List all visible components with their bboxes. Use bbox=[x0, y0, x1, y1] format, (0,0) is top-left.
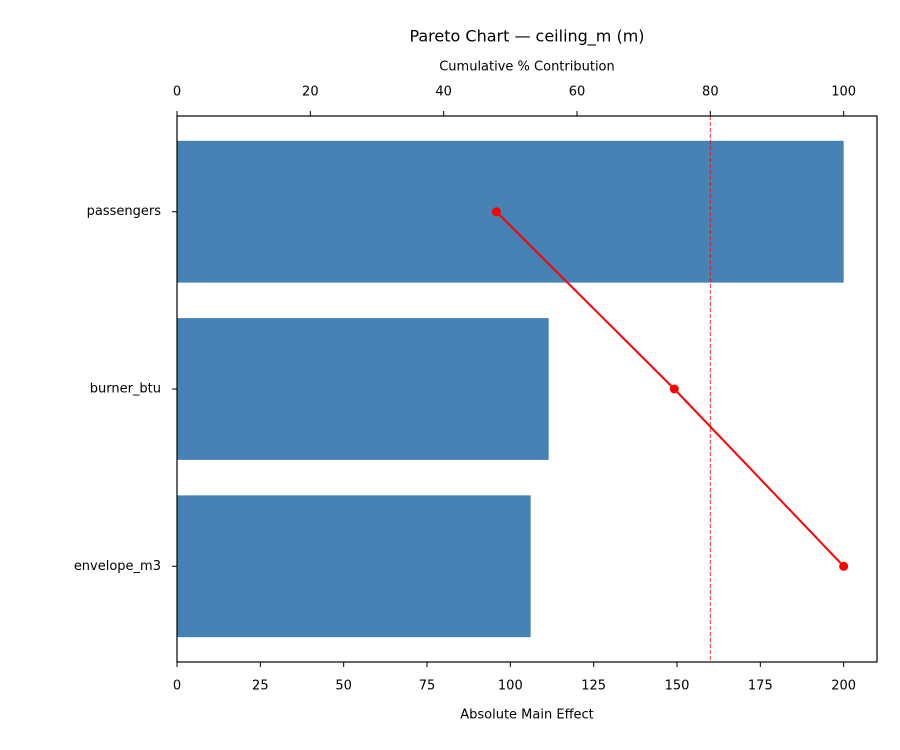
top-axis-label: Cumulative % Contribution bbox=[439, 60, 615, 75]
top-tick-label: 60 bbox=[569, 85, 586, 100]
x-tick-label: 0 bbox=[173, 679, 181, 694]
y-tick-label: envelope_m3 bbox=[74, 559, 161, 574]
cumulative-point bbox=[839, 561, 849, 571]
top-tick-label: 100 bbox=[831, 85, 856, 100]
x-tick-label: 75 bbox=[419, 679, 436, 694]
cumulative-point bbox=[491, 207, 501, 217]
plot-frame bbox=[176, 115, 878, 663]
x-tick-label: 100 bbox=[498, 679, 523, 694]
y-tick-label: burner_btu bbox=[90, 382, 161, 397]
x-tick-label: 50 bbox=[335, 679, 352, 694]
top-tick-label: 0 bbox=[173, 85, 181, 100]
bar bbox=[177, 318, 549, 460]
x-tick-label: 175 bbox=[748, 679, 773, 694]
x-axis-label: Absolute Main Effect bbox=[460, 708, 594, 723]
x-tick-label: 150 bbox=[665, 679, 690, 694]
top-tick-label: 20 bbox=[302, 85, 319, 100]
bar bbox=[177, 495, 531, 638]
top-tick-label: 40 bbox=[435, 85, 452, 100]
cumulative-point bbox=[669, 384, 679, 394]
bar bbox=[177, 140, 844, 283]
x-tick-label: 200 bbox=[831, 679, 856, 694]
top-tick-label: 80 bbox=[702, 85, 719, 100]
x-tick-label: 25 bbox=[252, 679, 269, 694]
chart-title: Pareto Chart — ceiling_m (m) bbox=[409, 27, 644, 47]
y-tick-label: passengers bbox=[87, 204, 162, 219]
x-tick-label: 125 bbox=[581, 679, 606, 694]
